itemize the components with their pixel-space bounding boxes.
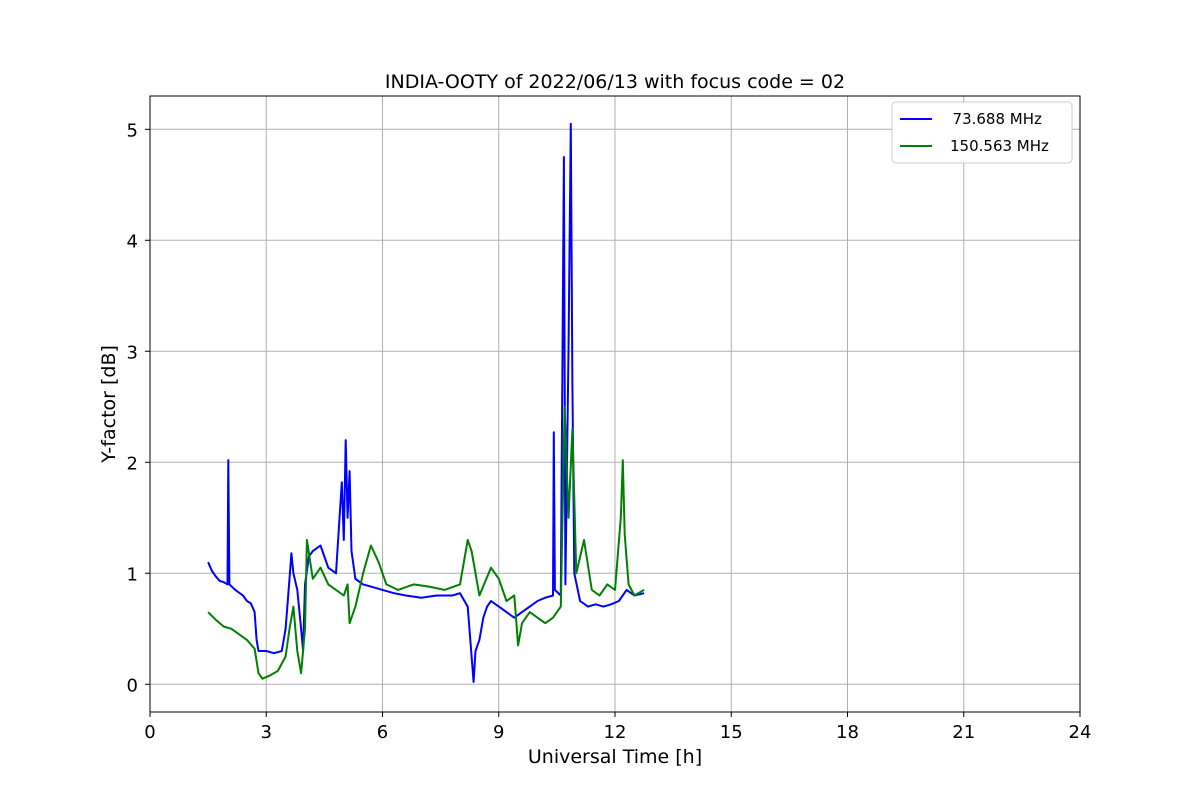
y-tick-label: 5 (127, 120, 138, 141)
chart-title: INDIA-OOTY of 2022/06/13 with focus code… (385, 71, 845, 93)
x-tick-label: 21 (952, 722, 975, 743)
x-tick-label: 18 (836, 722, 859, 743)
x-tick-label: 6 (377, 722, 388, 743)
series-line-2 (207, 405, 645, 680)
y-axis: 0 1 2 3 4 5 (127, 120, 150, 696)
x-tick-label: 0 (144, 722, 155, 743)
x-tick-label: 24 (1069, 722, 1092, 743)
x-tick-label: 12 (604, 722, 627, 743)
legend-label-series-2: 150.563 MHz (950, 137, 1049, 155)
legend-box (891, 101, 1073, 164)
legend: 73.688 MHz 150.563 MHz (891, 101, 1073, 164)
y-tick-label: 4 (127, 231, 138, 252)
x-tick-label: 15 (720, 722, 743, 743)
y-tick-label: 0 (127, 675, 138, 696)
legend-label-series-1: 73.688 MHz (943, 110, 1042, 128)
plot-area (207, 122, 645, 683)
y-tick-label: 2 (127, 453, 138, 474)
x-axis: 0 3 6 9 12 15 18 21 24 (144, 712, 1091, 743)
x-axis-label: Universal Time [h] (528, 746, 702, 768)
y-tick-label: 1 (127, 564, 138, 585)
x-tick-label: 3 (261, 722, 272, 743)
y-axis-label: Y-factor [dB] (98, 345, 120, 464)
x-tick-label: 9 (493, 722, 504, 743)
y-tick-label: 3 (127, 342, 138, 363)
